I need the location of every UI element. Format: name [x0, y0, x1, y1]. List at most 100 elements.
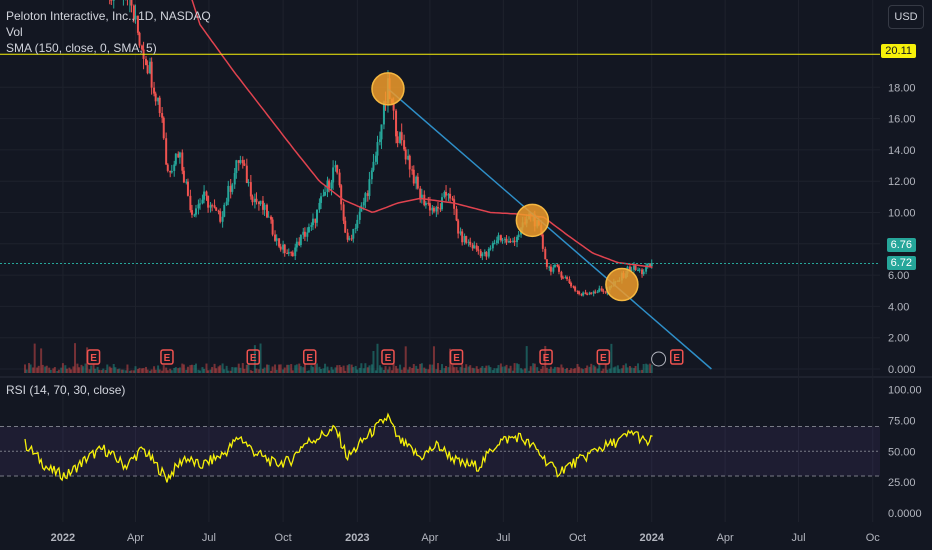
- volume-bar: [53, 367, 56, 373]
- volume-bar: [646, 364, 649, 373]
- rsi-line: [24, 412, 653, 483]
- candle-body: [509, 241, 512, 243]
- volume-bar: [568, 370, 571, 373]
- price-tick-label: 2.00: [888, 333, 909, 345]
- time-tick-label: Apr: [127, 532, 144, 544]
- candle-body: [144, 58, 147, 66]
- candle-body: [311, 218, 314, 226]
- volume-bar: [536, 367, 539, 373]
- volume-bar: [419, 363, 422, 373]
- time-tick-label: Jul: [496, 532, 510, 544]
- volume-bar: [614, 366, 617, 373]
- time-tick-label: Apr: [717, 532, 734, 544]
- earnings-marker-letter: E: [385, 353, 392, 364]
- volume-bar: [33, 343, 36, 373]
- candle-body: [193, 214, 196, 216]
- candle-body: [630, 269, 633, 271]
- volume-bar: [112, 364, 115, 373]
- volume-bar: [431, 364, 434, 373]
- candle-body: [157, 97, 160, 102]
- volume-bar: [61, 363, 64, 373]
- candle-body: [338, 172, 341, 186]
- volume-bar: [170, 370, 173, 373]
- candle-body: [348, 238, 351, 240]
- candle-body: [632, 265, 635, 270]
- candle-body: [459, 231, 462, 234]
- volume-bar: [396, 368, 399, 373]
- rsi-tick-label: 75.00: [888, 415, 916, 427]
- volume-bar: [68, 367, 71, 373]
- earnings-marker-letter: E: [306, 353, 313, 364]
- time-tick-label: Jul: [792, 532, 806, 544]
- candle-body: [427, 202, 430, 204]
- volume-bar: [545, 367, 548, 373]
- volume-bar: [415, 365, 418, 373]
- candle-body: [511, 240, 514, 242]
- volume-bar: [271, 366, 274, 373]
- volume-bar: [350, 364, 353, 373]
- candle-body: [588, 292, 591, 295]
- volume-bar: [295, 364, 298, 373]
- candle-body: [263, 204, 266, 210]
- candle-body: [253, 198, 256, 203]
- volume-bar: [604, 363, 607, 373]
- volume-bar: [544, 345, 547, 373]
- candle-body: [149, 61, 152, 74]
- volume-bar: [455, 367, 458, 373]
- volume-bar: [100, 370, 103, 373]
- volume-bar: [229, 370, 232, 373]
- earnings-marker-box: [669, 349, 684, 365]
- candle-body: [541, 234, 544, 249]
- candle-body: [638, 269, 641, 271]
- volume-bar: [166, 370, 169, 373]
- volume-bar: [74, 343, 77, 373]
- volume-bar: [630, 367, 633, 373]
- resistance-price-tag: 20.11: [881, 44, 916, 58]
- volume-bar: [223, 369, 226, 373]
- candle-body: [190, 210, 193, 215]
- candle-body: [463, 236, 466, 243]
- candle-body: [295, 241, 298, 248]
- volume-bar: [221, 363, 224, 373]
- candle-body: [549, 266, 552, 272]
- candle-body: [219, 211, 222, 222]
- volume-bar: [548, 368, 551, 373]
- candle-body: [306, 232, 309, 237]
- candle-body: [278, 238, 281, 247]
- candle-body: [545, 259, 548, 267]
- candle-body: [497, 235, 500, 241]
- candle-body: [307, 226, 310, 233]
- volume-bar: [566, 367, 569, 373]
- volume-bar: [94, 368, 97, 373]
- volume-bar: [150, 369, 153, 373]
- volume-bar: [372, 350, 375, 373]
- volume-bar: [213, 363, 216, 373]
- currency-button[interactable]: USD: [888, 5, 924, 29]
- volume-bar: [161, 370, 164, 373]
- candle-body: [290, 252, 293, 254]
- volume-bar: [560, 364, 563, 373]
- candle-body: [586, 293, 589, 295]
- price-tick-label: 18.00: [888, 82, 916, 94]
- volume-bar: [265, 364, 268, 373]
- candle-body: [439, 208, 442, 210]
- candle-body: [132, 5, 135, 20]
- volume-bar: [282, 369, 285, 373]
- volume-bar: [158, 369, 161, 373]
- volume-bar: [32, 367, 35, 373]
- candle-body: [584, 292, 587, 294]
- volume-bar: [423, 367, 426, 373]
- volume-bar: [481, 365, 484, 373]
- volume-bar: [645, 363, 648, 373]
- candle-body: [195, 208, 198, 215]
- candle-body: [604, 291, 607, 293]
- candle-body: [441, 197, 444, 210]
- volume-bar: [298, 363, 301, 373]
- volume-bar: [290, 364, 293, 373]
- candle-body: [489, 248, 492, 250]
- volume-bar: [169, 368, 172, 373]
- candle-body: [318, 202, 321, 210]
- volume-bar: [320, 368, 323, 373]
- volume-bar: [338, 365, 341, 373]
- volume-bar: [330, 366, 333, 373]
